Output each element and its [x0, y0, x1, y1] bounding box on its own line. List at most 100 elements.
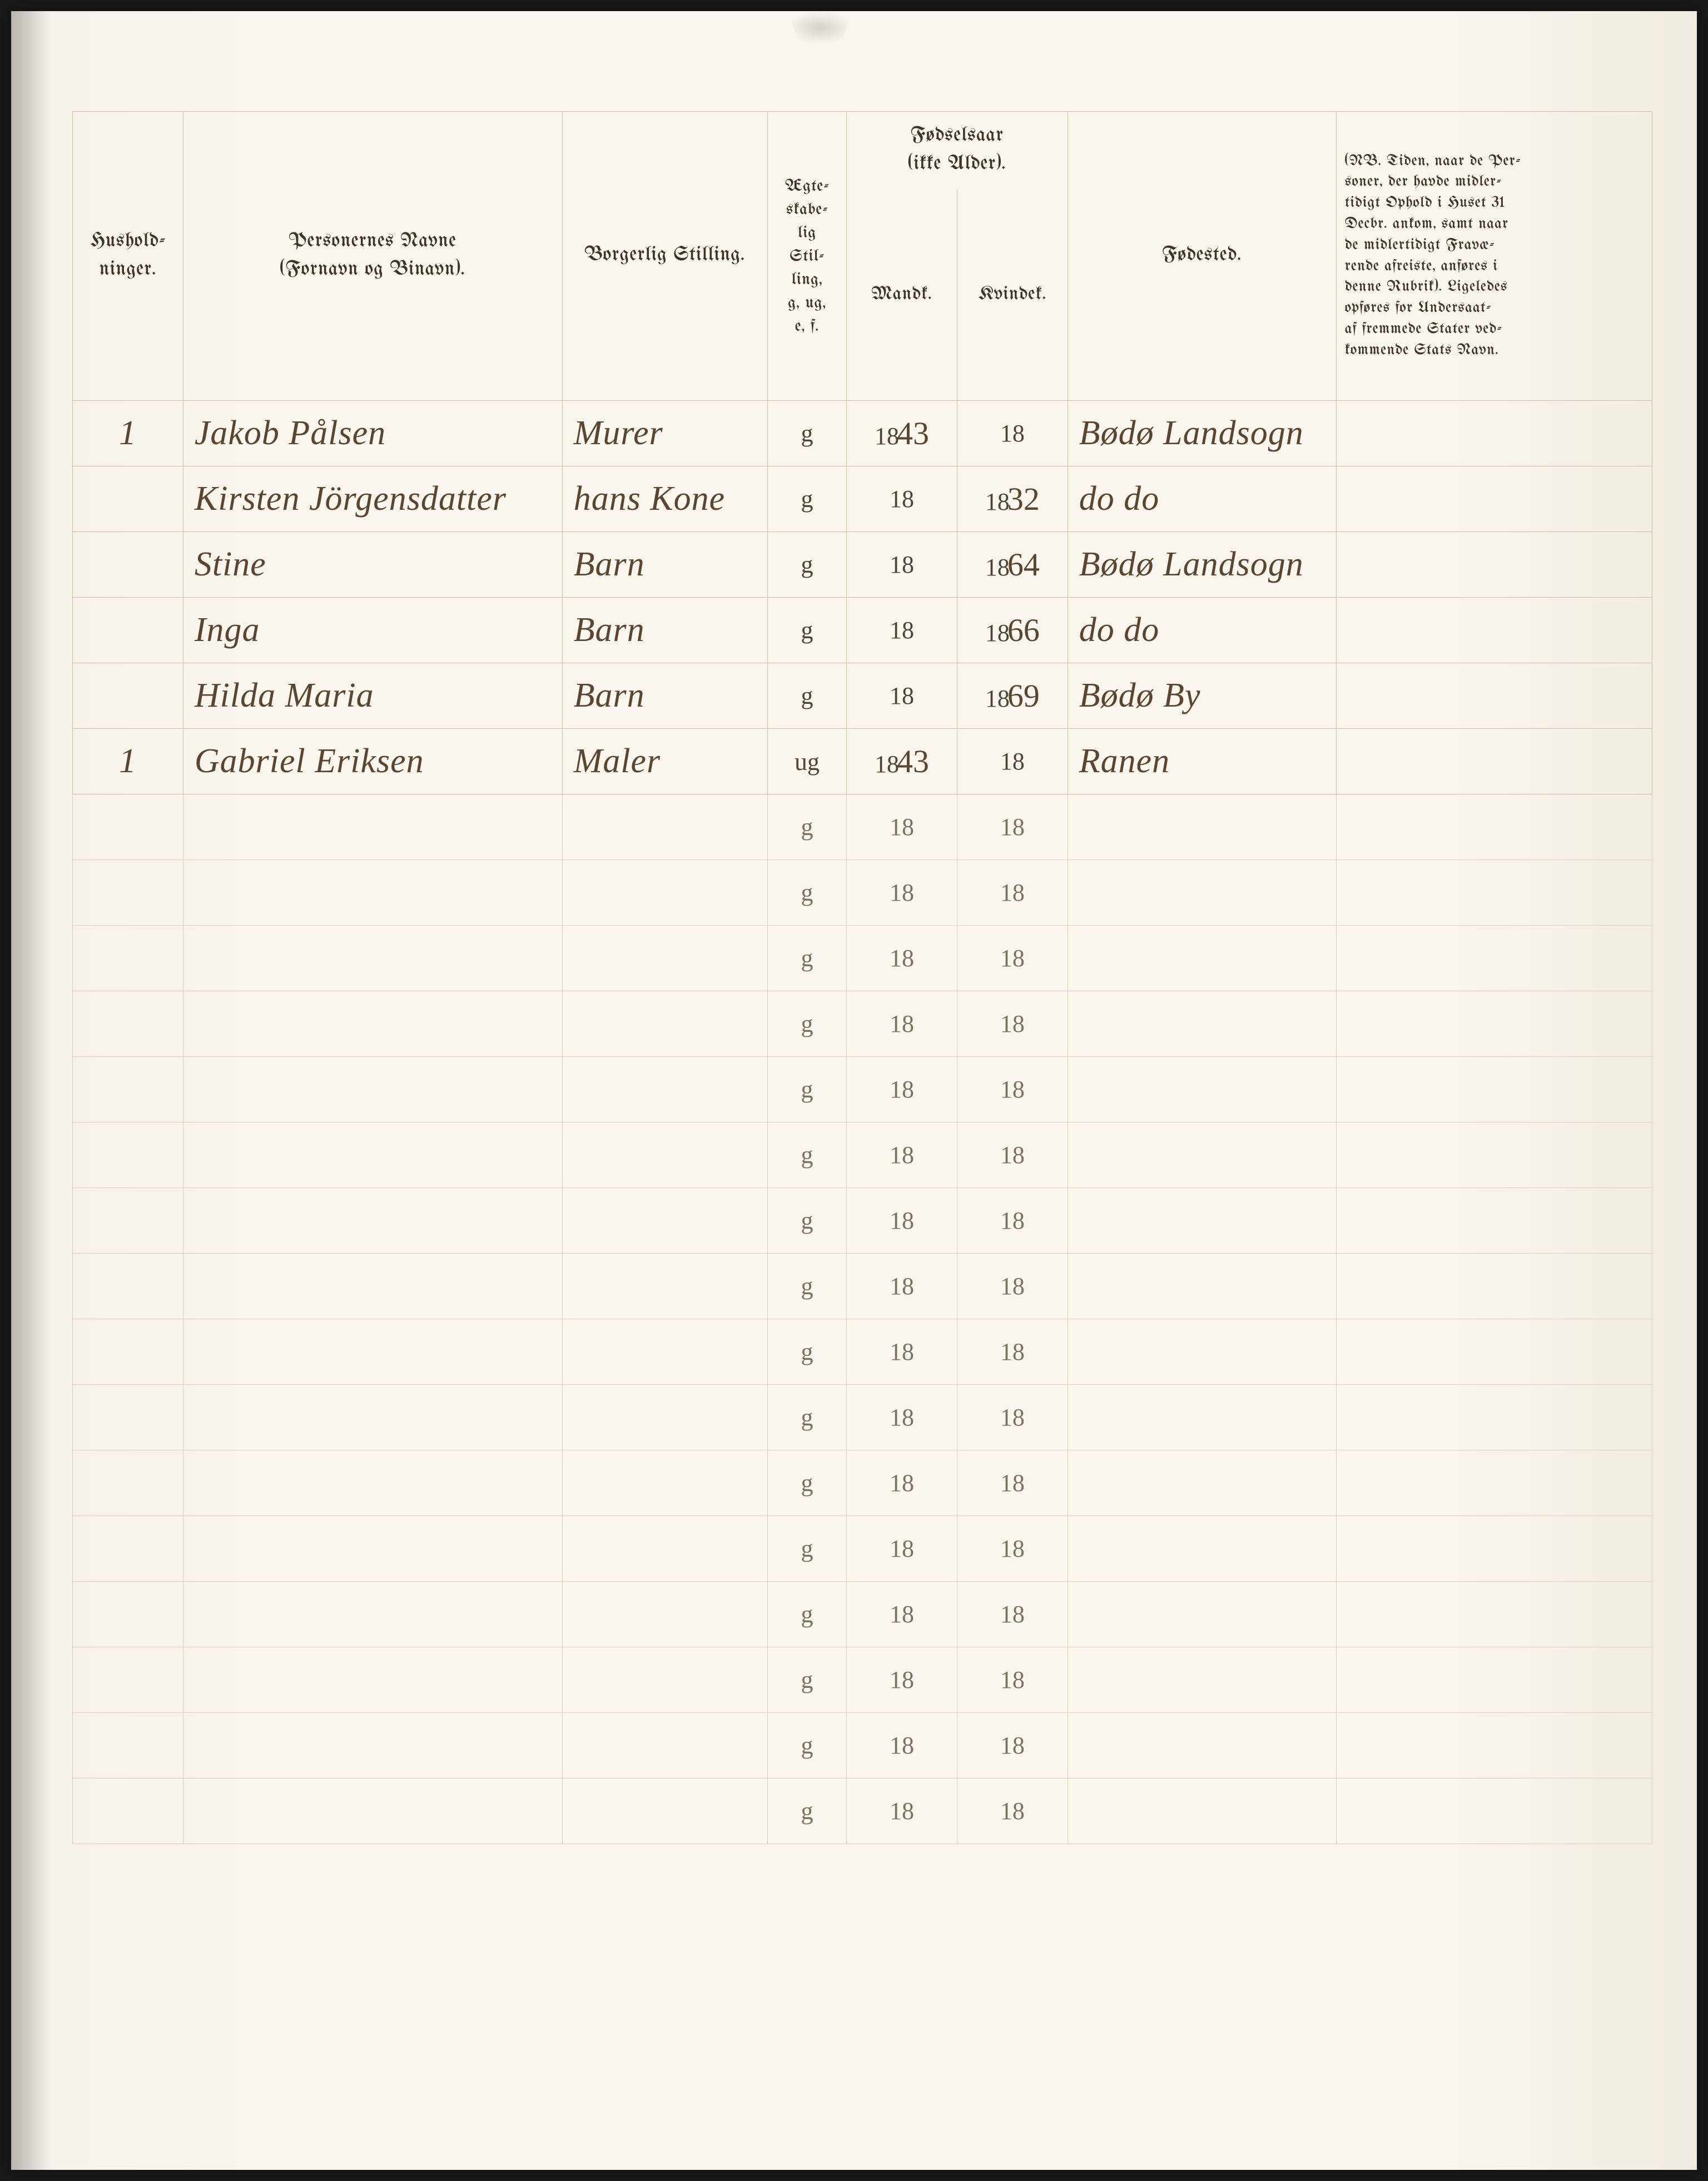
cell-name	[183, 1254, 562, 1319]
header-names: Personernes Navne(Fornavn og Binavn).	[183, 112, 562, 401]
table-row-empty: g 18 18	[73, 794, 1652, 860]
cell-name	[183, 991, 562, 1057]
table-row-empty: g 18 18	[73, 1385, 1652, 1450]
cell-year-female: 18	[957, 1188, 1068, 1254]
cell-year-male: 18	[847, 532, 957, 598]
cell-household	[73, 1254, 183, 1319]
cell-year-male: 18	[847, 1319, 957, 1385]
cell-year-male: 18	[847, 1188, 957, 1254]
cell-marital: g	[768, 1254, 847, 1319]
cell-marital: g	[768, 1516, 847, 1582]
cell-year-male: 18	[847, 794, 957, 860]
cell-marital: g	[768, 1188, 847, 1254]
cell-birthplace	[1068, 1057, 1336, 1122]
cell-occupation	[562, 1450, 767, 1516]
cell-birthplace	[1068, 1582, 1336, 1647]
cell-year-female: 18	[957, 1385, 1068, 1450]
cell-notes	[1336, 1385, 1652, 1450]
cell-year-female: 1864	[957, 532, 1068, 598]
cell-year-male: 1843	[847, 401, 957, 466]
cell-year-female: 18	[957, 1254, 1068, 1319]
cell-marital: ug	[768, 729, 847, 794]
cell-occupation	[562, 991, 767, 1057]
cell-birthplace	[1068, 1713, 1336, 1778]
header-female: Kvindek.	[957, 190, 1068, 401]
cell-name	[183, 1450, 562, 1516]
table-row-empty: g 18 18	[73, 1319, 1652, 1385]
table-row: Kirsten Jörgensdatter hans Kone g 18 183…	[73, 466, 1652, 532]
cell-year-female: 1832	[957, 466, 1068, 532]
cell-birthplace	[1068, 1778, 1336, 1844]
cell-marital: g	[768, 1582, 847, 1647]
table-row: 1 Jakob Pålsen Murer g 1843 18 Bødø Land…	[73, 401, 1652, 466]
cell-year-female: 18	[957, 1122, 1068, 1188]
cell-household	[73, 1385, 183, 1450]
cell-marital: g	[768, 991, 847, 1057]
header-marital: Ægte-skabe-ligStil-ling,g, ug,e, f.	[768, 112, 847, 401]
cell-birthplace	[1068, 991, 1336, 1057]
cell-marital: g	[768, 466, 847, 532]
cell-notes	[1336, 926, 1652, 991]
cell-birthplace: Bødø Landsogn	[1068, 532, 1336, 598]
cell-marital: g	[768, 1647, 847, 1713]
cell-year-male: 18	[847, 598, 957, 663]
cell-household	[73, 1122, 183, 1188]
binding-shadow	[11, 11, 50, 2170]
cell-birthplace: Ranen	[1068, 729, 1336, 794]
cell-household	[73, 794, 183, 860]
cell-occupation: Barn	[562, 663, 767, 729]
cell-occupation	[562, 1188, 767, 1254]
document-page: Hushold-ninger. Personernes Navne(Fornav…	[11, 11, 1697, 2170]
cell-year-female: 18	[957, 1450, 1068, 1516]
table-row-empty: g 18 18	[73, 1450, 1652, 1516]
cell-year-male: 18	[847, 1582, 957, 1647]
cell-occupation: Barn	[562, 532, 767, 598]
cell-name: Hilda Maria	[183, 663, 562, 729]
cell-name: Inga	[183, 598, 562, 663]
cell-household	[73, 1582, 183, 1647]
cell-notes	[1336, 1188, 1652, 1254]
cell-occupation	[562, 1254, 767, 1319]
cell-birthplace: do do	[1068, 466, 1336, 532]
cell-year-male: 18	[847, 991, 957, 1057]
cell-notes	[1336, 1057, 1652, 1122]
table-row-empty: g 18 18	[73, 991, 1652, 1057]
table-row-empty: g 18 18	[73, 1254, 1652, 1319]
table-row-empty: g 18 18	[73, 860, 1652, 926]
cell-year-male: 18	[847, 1778, 957, 1844]
table-row-empty: g 18 18	[73, 1122, 1652, 1188]
cell-name	[183, 1319, 562, 1385]
cell-birthplace: Bødø Landsogn	[1068, 401, 1336, 466]
cell-notes	[1336, 401, 1652, 466]
cell-birthplace	[1068, 1254, 1336, 1319]
cell-household	[73, 1057, 183, 1122]
cell-year-male: 18	[847, 860, 957, 926]
cell-name	[183, 1778, 562, 1844]
cell-year-female: 18	[957, 1647, 1068, 1713]
cell-household: 1	[73, 729, 183, 794]
cell-household	[73, 466, 183, 532]
cell-birthplace	[1068, 1450, 1336, 1516]
table-row-empty: g 18 18	[73, 1778, 1652, 1844]
cell-notes	[1336, 1647, 1652, 1713]
cell-occupation: Barn	[562, 598, 767, 663]
cell-marital: g	[768, 1713, 847, 1778]
cell-notes	[1336, 794, 1652, 860]
cell-year-female: 18	[957, 1057, 1068, 1122]
cell-household	[73, 926, 183, 991]
cell-year-female: 18	[957, 1319, 1068, 1385]
cell-year-female: 18	[957, 1713, 1068, 1778]
cell-notes	[1336, 1778, 1652, 1844]
cell-occupation	[562, 1582, 767, 1647]
cell-notes	[1336, 1254, 1652, 1319]
cell-birthplace	[1068, 1385, 1336, 1450]
cell-year-female: 18	[957, 1582, 1068, 1647]
cell-year-male: 18	[847, 1647, 957, 1713]
cell-notes	[1336, 729, 1652, 794]
cell-household	[73, 1319, 183, 1385]
census-table: Hushold-ninger. Personernes Navne(Fornav…	[72, 111, 1652, 1844]
cell-name: Jakob Pålsen	[183, 401, 562, 466]
cell-marital: g	[768, 1385, 847, 1450]
cell-year-female: 18	[957, 1778, 1068, 1844]
cell-notes	[1336, 466, 1652, 532]
